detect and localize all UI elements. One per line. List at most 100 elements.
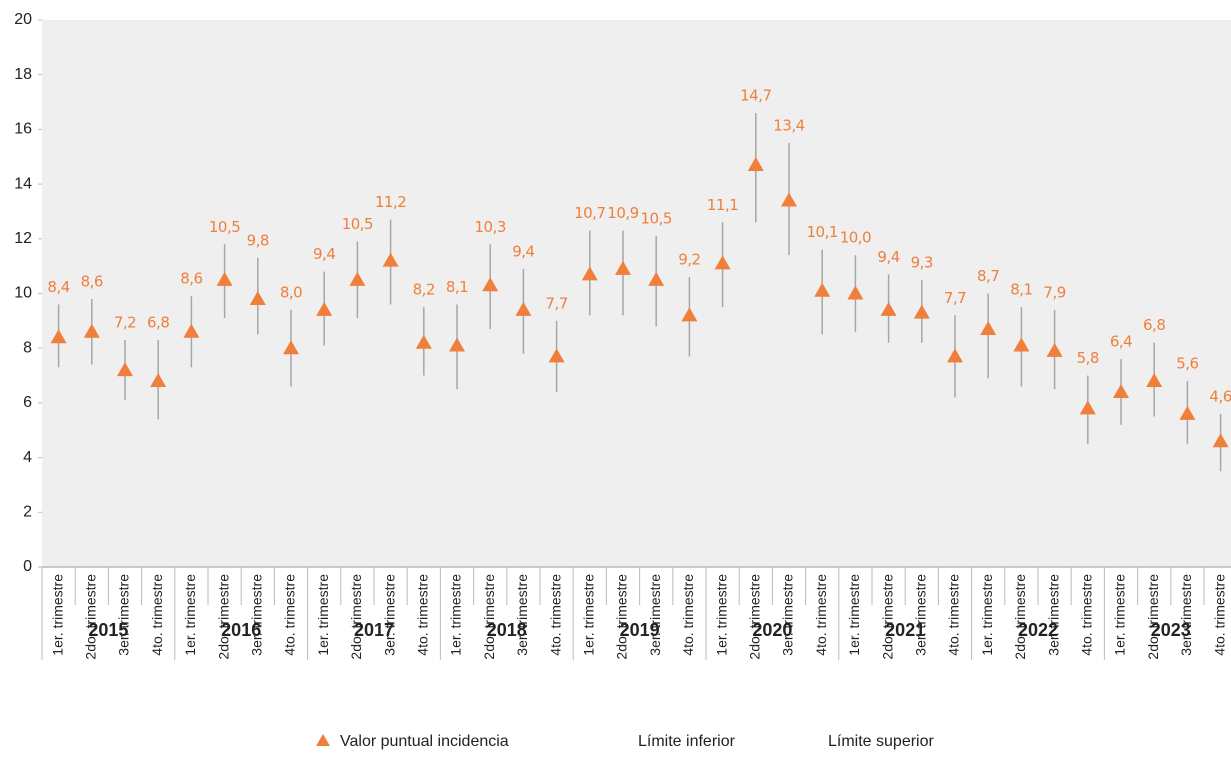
- y-tick-label: 12: [14, 230, 32, 247]
- point-marker: [581, 266, 598, 281]
- x-tick-label: 1er. trimestre: [315, 574, 331, 656]
- point-marker: [50, 329, 67, 344]
- x-tick-label: 4to. trimestre: [415, 574, 431, 656]
- x-tick-label: 2do. trimestre: [747, 574, 763, 660]
- x-tick-label: 2do. trimestre: [1145, 574, 1161, 660]
- point-marker: [847, 285, 864, 300]
- point-marker: [913, 304, 930, 319]
- point-marker: [548, 348, 565, 363]
- y-tick-label: 20: [14, 11, 32, 28]
- value-label: 7,2: [114, 313, 136, 331]
- point-marker: [449, 337, 465, 352]
- point-marker: [1179, 405, 1196, 420]
- year-label: 2022: [1018, 620, 1058, 640]
- point-marker: [249, 290, 266, 305]
- point-marker: [880, 301, 897, 316]
- y-tick-label: 18: [14, 66, 32, 83]
- point-marker: [814, 282, 831, 297]
- value-label: 5,8: [1077, 349, 1099, 367]
- value-label: 13,4: [773, 117, 804, 135]
- point-marker: [150, 373, 167, 388]
- x-tick-label: 2do. trimestre: [1012, 574, 1028, 660]
- year-label: 2015: [88, 620, 128, 640]
- point-marker: [482, 277, 499, 292]
- x-tick-label: 1er. trimestre: [846, 574, 862, 656]
- value-label: 8,4: [47, 278, 69, 296]
- value-label: 10,5: [209, 218, 240, 236]
- x-tick-label: 3er. trimestre: [913, 574, 929, 656]
- value-label: 7,9: [1043, 283, 1065, 301]
- value-label: 8,1: [446, 278, 468, 296]
- value-label: 5,6: [1176, 355, 1198, 373]
- point-marker: [117, 362, 133, 377]
- point-marker: [316, 301, 333, 316]
- value-label: 7,7: [545, 294, 567, 312]
- year-label: 2016: [221, 620, 261, 640]
- value-label: 9,8: [247, 231, 269, 249]
- x-tick-label: 1er. trimestre: [713, 574, 729, 656]
- value-label: 10,5: [342, 215, 373, 233]
- x-tick-label: 4to. trimestre: [946, 574, 962, 656]
- x-tick-label: 3er. trimestre: [647, 574, 663, 656]
- year-label: 2021: [885, 620, 925, 640]
- value-label: 11,1: [707, 196, 738, 214]
- value-label: 9,4: [877, 248, 899, 266]
- x-tick-label: 3er. trimestre: [249, 574, 265, 656]
- value-label: 10,3: [474, 218, 505, 236]
- value-label: 8,1: [1010, 281, 1032, 299]
- value-label: 4,6: [1209, 387, 1231, 405]
- point-marker: [1113, 383, 1129, 398]
- x-tick-label: 4to. trimestre: [149, 574, 165, 656]
- x-tick-label: 3er. trimestre: [381, 574, 397, 656]
- point-marker: [515, 301, 532, 316]
- value-label: 10,7: [574, 204, 605, 222]
- plot-area: [42, 20, 1231, 567]
- x-tick-label: 2do. trimestre: [481, 574, 497, 660]
- x-tick-label: 3er. trimestre: [1045, 574, 1061, 656]
- point-marker: [1079, 400, 1096, 415]
- value-label: 9,4: [313, 245, 335, 263]
- point-marker: [714, 255, 731, 270]
- value-label: 8,6: [180, 270, 202, 288]
- value-label: 10,1: [806, 223, 837, 241]
- point-marker: [83, 323, 100, 338]
- x-tick-label: 4to. trimestre: [813, 574, 829, 656]
- x-tick-label: 1er. trimestre: [581, 574, 597, 656]
- year-label: 2020: [752, 620, 792, 640]
- point-marker: [1212, 433, 1229, 448]
- value-label: 9,3: [911, 253, 933, 271]
- point-marker: [183, 323, 200, 338]
- y-tick-label: 8: [23, 339, 32, 356]
- y-tick-label: 16: [14, 121, 32, 138]
- x-tick-label: 4to. trimestre: [547, 574, 563, 656]
- point-marker: [781, 192, 797, 207]
- y-tick-label: 2: [23, 504, 32, 521]
- year-label: 2023: [1151, 620, 1191, 640]
- legend-label: Límite superior: [828, 733, 934, 750]
- x-tick-label: 4to. trimestre: [1211, 574, 1227, 656]
- legend-label: Valor puntual incidencia: [340, 733, 509, 750]
- point-marker: [615, 260, 631, 275]
- value-label: 10,0: [840, 229, 871, 247]
- value-label: 8,2: [413, 281, 435, 299]
- x-tick-label: 4to. trimestre: [1079, 574, 1095, 656]
- x-tick-label: 3er. trimestre: [780, 574, 796, 656]
- x-tick-label: 2do. trimestre: [83, 574, 99, 660]
- y-tick-label: 14: [14, 175, 32, 192]
- y-tick-label: 0: [23, 558, 32, 575]
- point-marker: [283, 340, 299, 355]
- point-marker: [980, 321, 997, 336]
- x-tick-label: 2do. trimestre: [879, 574, 895, 660]
- y-tick-label: 4: [23, 449, 32, 466]
- value-label: 8,7: [977, 267, 999, 285]
- x-tick-label: 3er. trimestre: [514, 574, 530, 656]
- legend-marker: [316, 734, 330, 746]
- value-label: 6,4: [1110, 333, 1132, 351]
- value-label: 6,8: [1143, 316, 1165, 334]
- year-label: 2017: [354, 620, 394, 640]
- x-tick-label: 3er. trimestre: [116, 574, 132, 656]
- y-tick-label: 6: [23, 394, 32, 411]
- x-tick-label: 1er. trimestre: [448, 574, 464, 656]
- point-marker: [648, 271, 665, 286]
